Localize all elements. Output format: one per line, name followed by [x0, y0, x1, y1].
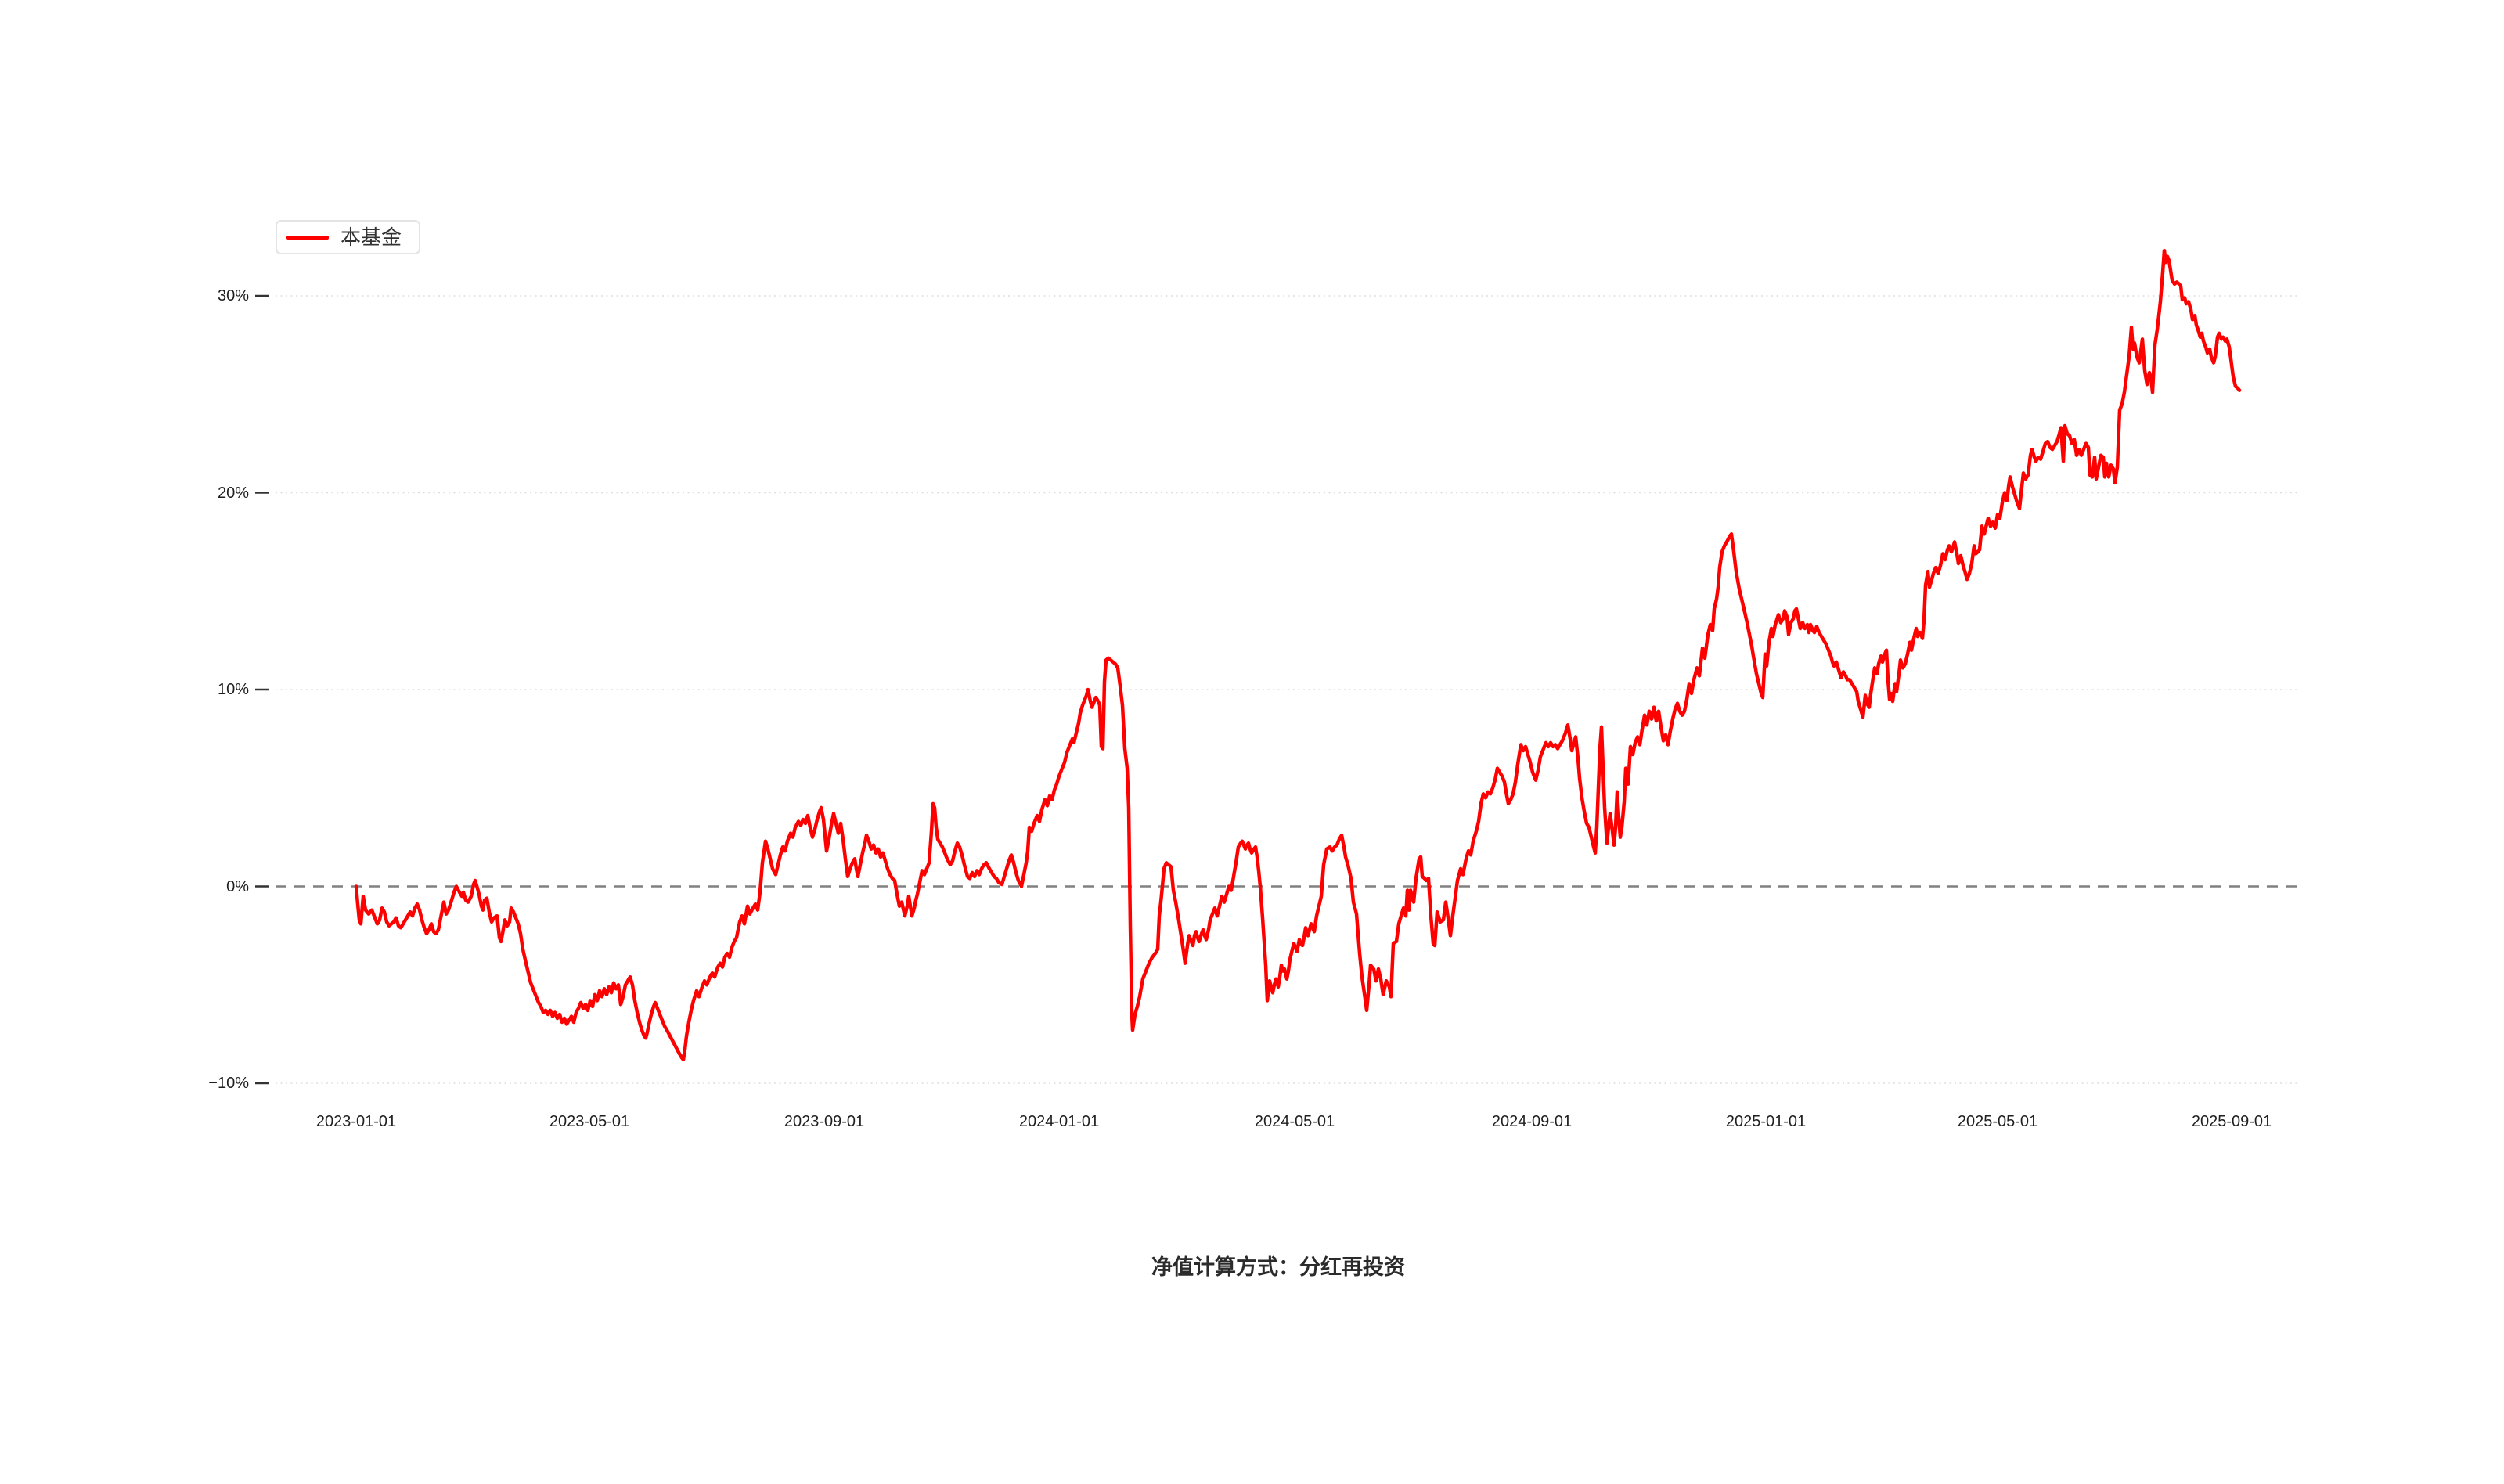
x-axis-label: 2024-05-01 [1254, 1113, 1335, 1130]
y-axis-label: 0% [226, 877, 249, 895]
x-axis-label: 2024-09-01 [1491, 1113, 1573, 1130]
x-axis-label: 2025-01-01 [1725, 1113, 1807, 1130]
legend-item-fund[interactable]: 本基金 [276, 220, 421, 254]
y-axis-label: 30% [217, 287, 249, 304]
nav-calculation-note: 净值计算方式：分红再投资 [1151, 1255, 1405, 1279]
x-axis-label: 2024-01-01 [1018, 1113, 1100, 1130]
y-axis-label: 20% [217, 484, 249, 502]
x-axis-label: 2023-01-01 [315, 1113, 397, 1130]
x-axis-label: 2023-09-01 [784, 1113, 865, 1130]
x-axis-label: 2025-05-01 [1957, 1113, 2038, 1130]
x-axis-label: 2025-09-01 [2191, 1113, 2272, 1130]
legend-label: 本基金 [340, 225, 402, 249]
y-axis-label: −10% [208, 1075, 249, 1092]
series-line-本基金[interactable] [354, 248, 2242, 1062]
legend-line-swatch [286, 235, 329, 240]
y-axis-label: 10% [217, 681, 249, 698]
x-axis-label: 2023-05-01 [549, 1113, 630, 1130]
